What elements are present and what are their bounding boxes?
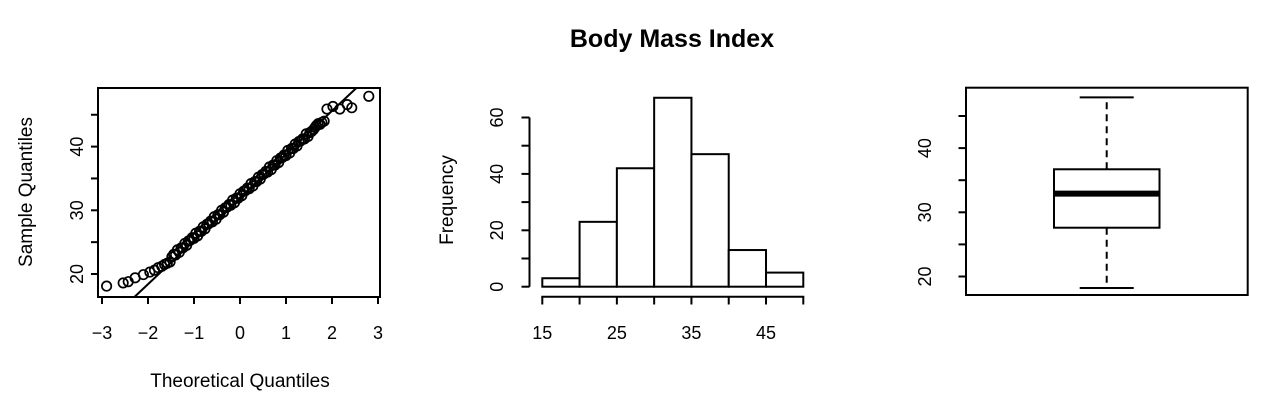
x-tick-label: 3 — [373, 323, 383, 343]
qq-y-axis-title: Sample Quantiles — [16, 117, 37, 267]
histogram-bar — [578, 220, 618, 288]
y-tick-label: 20 — [67, 264, 87, 284]
y-tick-label: 40 — [67, 137, 87, 157]
x-tick-label: 45 — [756, 323, 776, 343]
data-point — [101, 280, 113, 292]
x-tick-label: −2 — [138, 323, 159, 343]
chart-title: Body Mass Index — [570, 25, 774, 53]
histogram-bar — [727, 249, 768, 288]
y-tick-label: 40 — [487, 164, 507, 184]
y-tick-label: 20 — [487, 220, 507, 240]
y-tick-label: 30 — [915, 202, 935, 222]
x-tick-label: −1 — [184, 323, 205, 343]
histogram-bar — [765, 271, 805, 288]
histogram-panel: 0 20 40 60 15 25 35 45 Body Mass Index Frequenc… — [437, 25, 805, 343]
y-tick-label: 20 — [915, 266, 935, 286]
histogram-bar — [653, 96, 693, 288]
x-tick-label: 0 — [235, 323, 245, 343]
data-point — [318, 115, 330, 127]
x-tick-label: 1 — [281, 323, 291, 343]
y-tick-label: 40 — [915, 138, 935, 158]
histogram-bar — [615, 167, 656, 288]
x-tick-label: 2 — [327, 323, 337, 343]
qq-plot-panel: −3 −2 −1 0 1 2 3 20 30 40 Theoretical Quantiles S… — [16, 87, 383, 392]
data-point — [321, 103, 333, 115]
x-tick-label: −3 — [92, 323, 113, 343]
data-point — [346, 102, 358, 114]
x-tick-label: 15 — [532, 323, 552, 343]
data-point — [363, 90, 375, 102]
x-tick-label: 25 — [607, 323, 627, 343]
plot-box — [965, 86, 1249, 296]
y-tick-label: 0 — [487, 282, 507, 292]
hist-y-axis-title: Frequency — [437, 155, 458, 245]
qq-x-axis-title: Theoretical Quantiles — [150, 371, 330, 392]
boxplot-panel: 20 30 40 — [915, 86, 1249, 296]
y-tick-label: 60 — [487, 107, 507, 127]
histogram-bar — [541, 277, 581, 288]
data-point — [327, 100, 339, 113]
y-tick-label: 30 — [67, 200, 87, 220]
data-point — [156, 260, 168, 272]
data-point — [117, 277, 129, 289]
x-tick-label: 35 — [681, 323, 701, 343]
data-point — [137, 269, 149, 281]
iqr-box — [1053, 168, 1161, 229]
histogram-bar — [690, 153, 730, 288]
